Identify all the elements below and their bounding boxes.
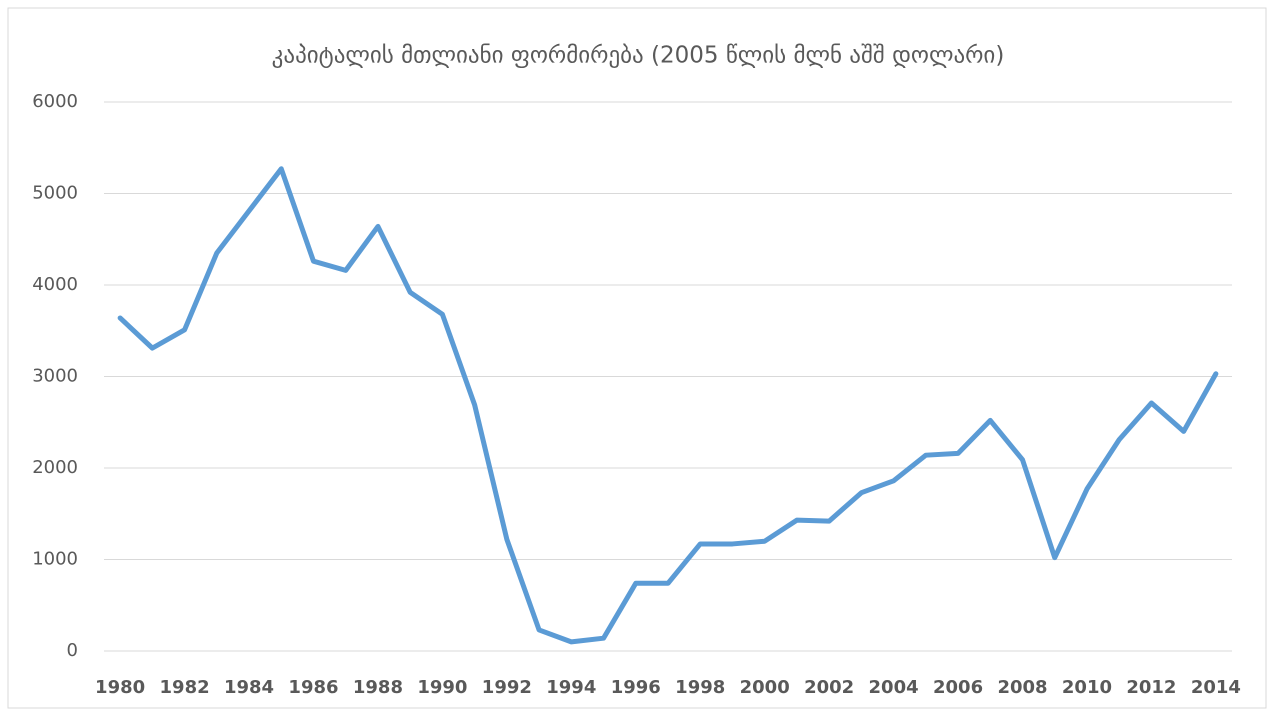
y-tick-label: 1000: [32, 549, 78, 570]
y-tick-label: 4000: [32, 274, 78, 295]
y-tick-label: 0: [67, 640, 78, 661]
x-tick-label: 2004: [869, 677, 919, 698]
x-tick-label: 1994: [546, 677, 596, 698]
x-tick-label: 1984: [224, 677, 274, 698]
x-tick-label: 2008: [997, 677, 1047, 698]
x-tick-label: 2014: [1191, 677, 1241, 698]
chart-title: კაპიტალის მთლიანი ფორმირება (2005 წლის მ…: [272, 43, 1005, 69]
x-tick-label: 2010: [1062, 677, 1112, 698]
x-tick-label: 2000: [740, 677, 790, 698]
x-tick-label: 1990: [417, 677, 467, 698]
x-tick-label: 2012: [1126, 677, 1176, 698]
y-tick-label: 3000: [32, 366, 78, 387]
x-tick-label: 1986: [288, 677, 338, 698]
line-series: [117, 166, 1219, 645]
y-tick-label: 2000: [32, 457, 78, 478]
x-tick-label: 1998: [675, 677, 725, 698]
x-tick-label: 1992: [482, 677, 532, 698]
chart-border: [7, 7, 1267, 709]
x-tick-label: 1988: [353, 677, 403, 698]
x-tick-label: 2002: [804, 677, 854, 698]
y-tick-label: 5000: [32, 183, 78, 204]
x-tick-label: 1982: [160, 677, 210, 698]
x-tick-label: 1980: [95, 677, 145, 698]
x-tick-label: 2006: [933, 677, 983, 698]
y-tick-label: 6000: [32, 91, 78, 112]
x-tick-label: 1996: [611, 677, 661, 698]
